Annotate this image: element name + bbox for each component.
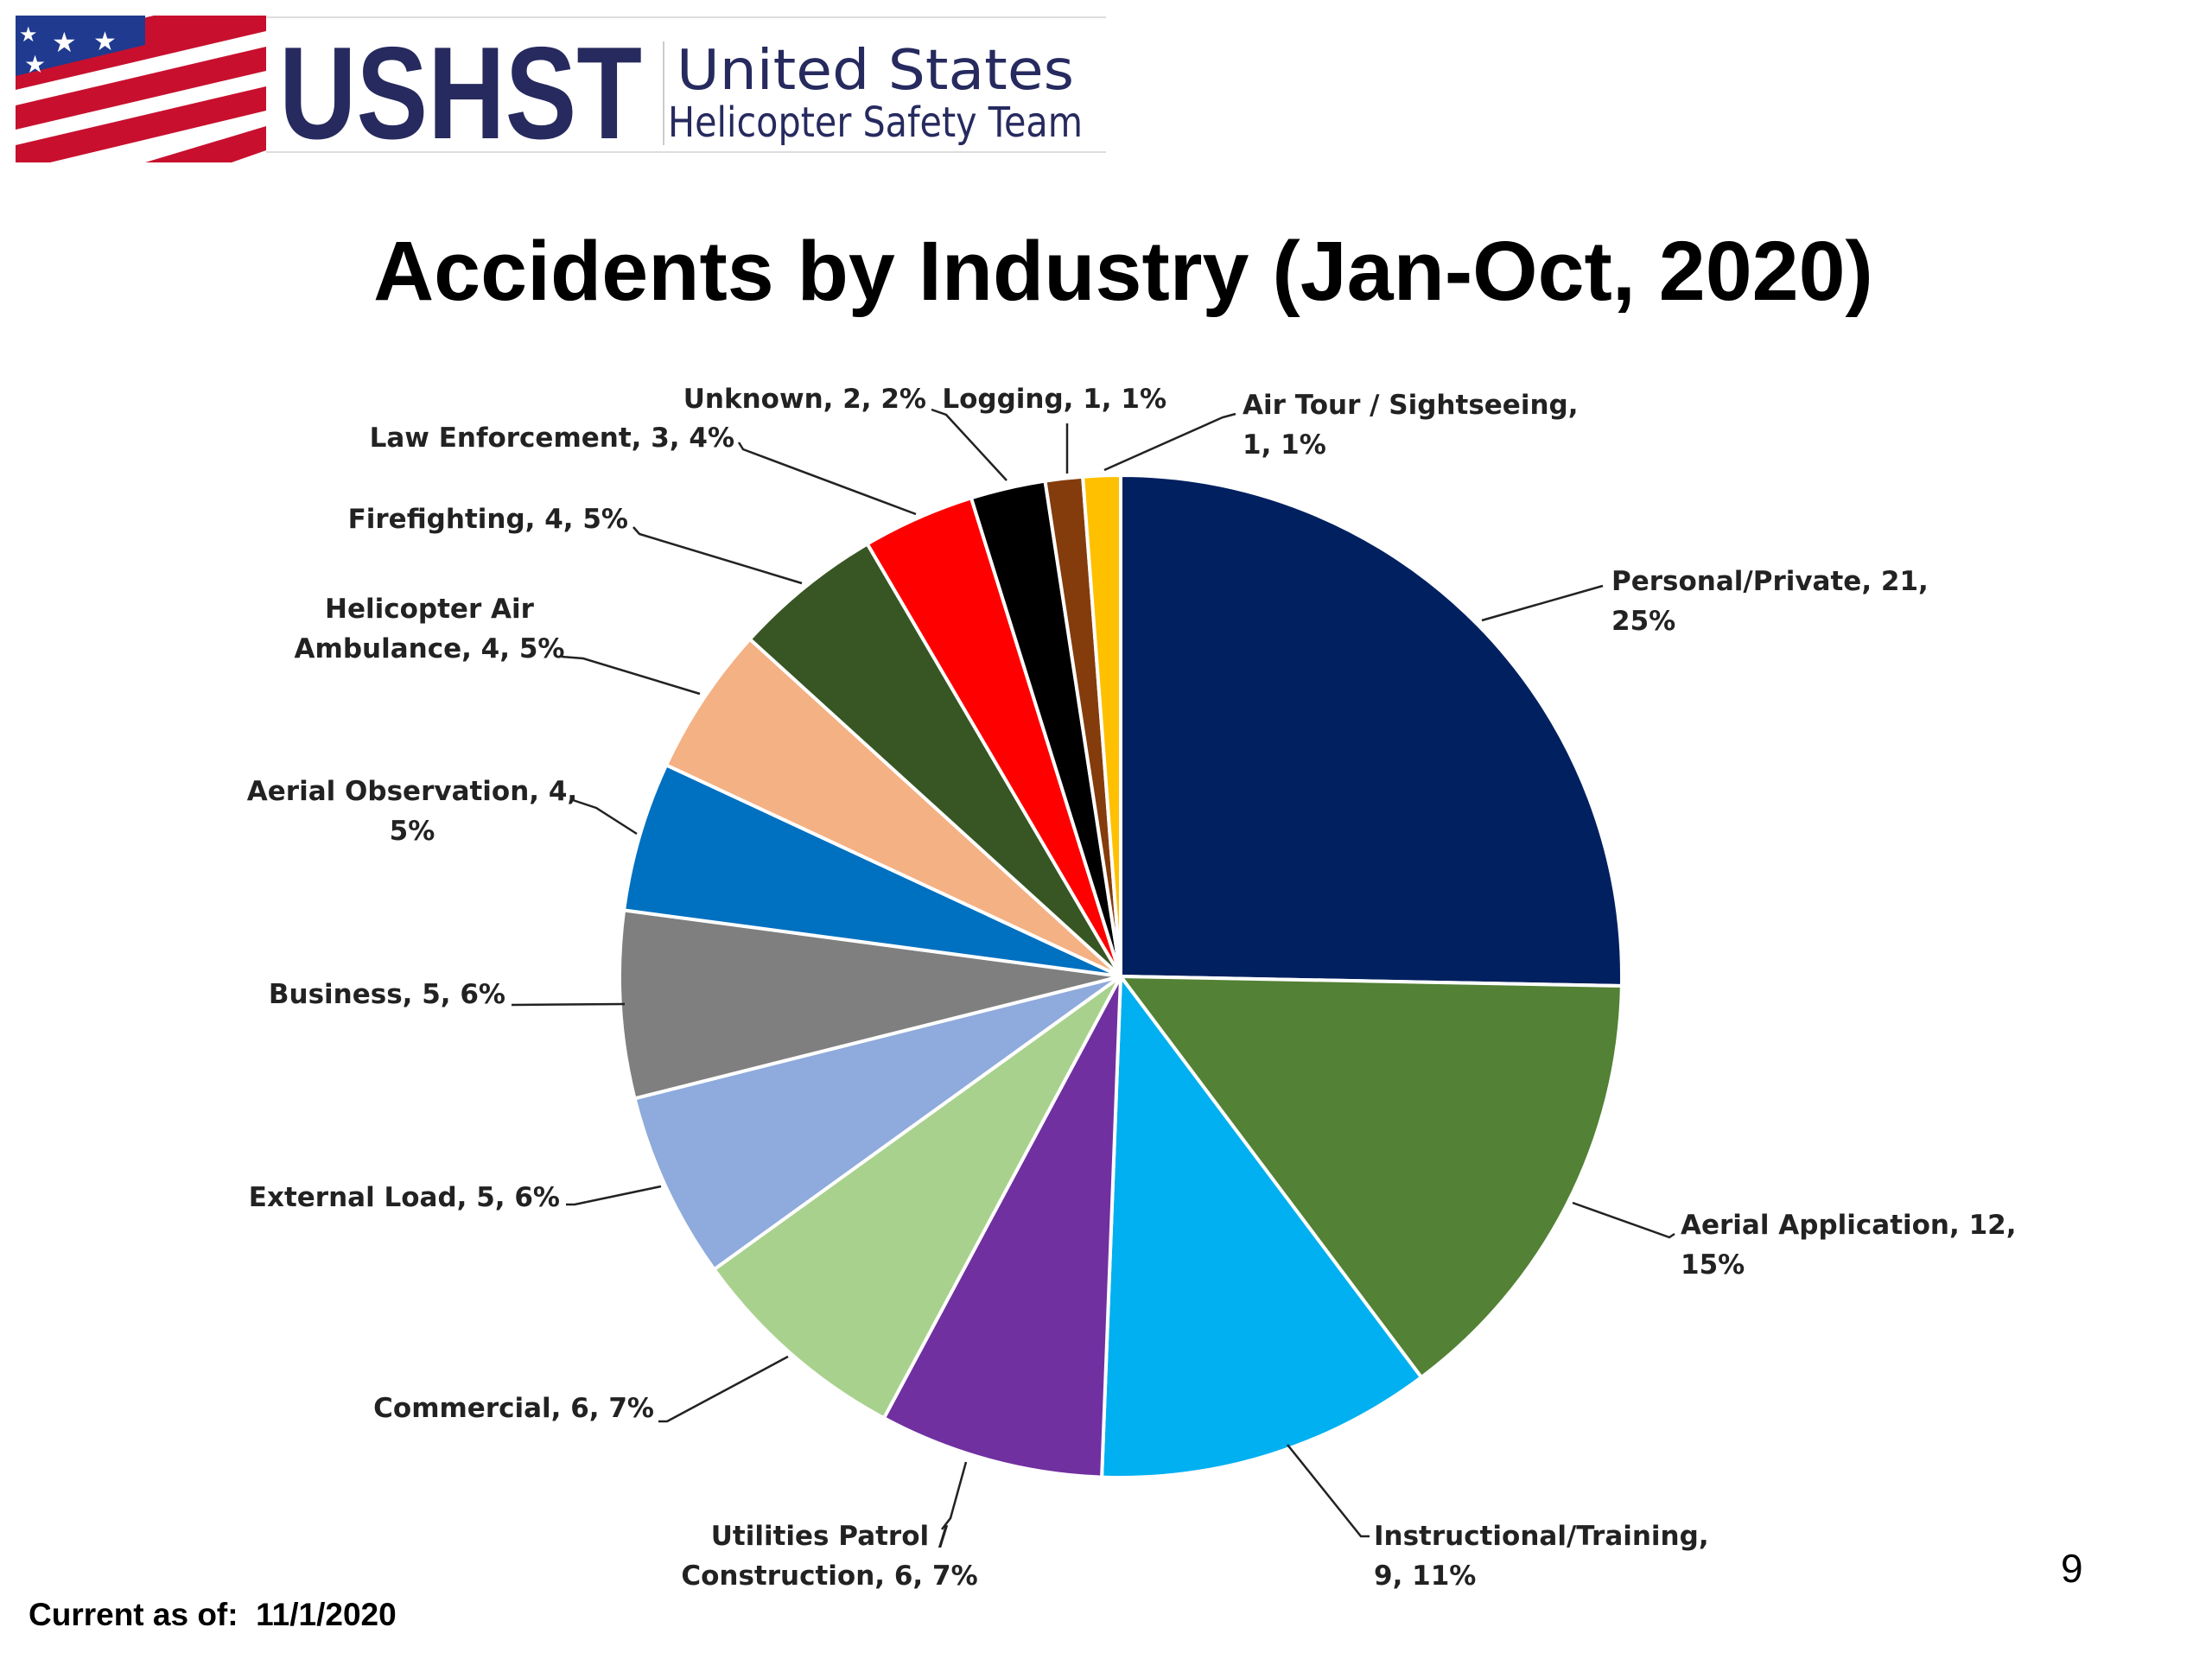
pie-slice-external-load bbox=[632, 975, 1122, 1272]
leader-line bbox=[561, 655, 701, 696]
leader-line bbox=[941, 1461, 968, 1530]
pie-slice-personal-private bbox=[1119, 473, 1624, 988]
pie-slice-air-tour-sightseeing bbox=[1080, 473, 1122, 977]
svg-text:★: ★ bbox=[52, 26, 77, 59]
logo-name-line1: United States bbox=[677, 39, 1074, 103]
pie-slice-utilities-patrol-construction bbox=[881, 976, 1122, 1479]
svg-text:★: ★ bbox=[93, 27, 117, 57]
svg-text:★: ★ bbox=[24, 50, 46, 79]
leader-line bbox=[511, 1002, 626, 1007]
leader-line bbox=[1572, 1201, 1675, 1239]
leader-line bbox=[569, 798, 638, 836]
slice-label: Law Enforcement, 3, 4% bbox=[370, 423, 734, 454]
flag-icon: ★ ★ ★ ★ bbox=[16, 16, 266, 162]
slice-labels: Personal/Private, 21, 25% Aerial Applicati… bbox=[247, 384, 2017, 1592]
svg-text:★: ★ bbox=[19, 22, 38, 47]
page-number: 9 bbox=[2061, 1546, 2083, 1591]
leader-line bbox=[632, 526, 803, 585]
slice-label: Personal/Private, 21, 25% bbox=[1611, 566, 1929, 637]
slice-label: Unknown, 2, 2% bbox=[683, 384, 926, 415]
pie-slice-aerial-application bbox=[1116, 974, 1624, 1380]
slice-label: Air Tour / Sightseeing, 1, 1% bbox=[1243, 390, 1578, 461]
current-as-of: Current as of: 11/1/2020 bbox=[29, 1597, 397, 1633]
slice-label: Firefighting, 4, 5% bbox=[348, 504, 628, 535]
label-leader-lines bbox=[511, 408, 1675, 1538]
leader-line bbox=[737, 442, 917, 516]
pie-slice-helicopter-air-ambulance bbox=[664, 636, 1122, 978]
current-as-of-date: 11/1/2020 bbox=[256, 1597, 397, 1632]
pie-slices bbox=[618, 473, 1624, 1480]
slice-label: Logging, 1, 1% bbox=[942, 384, 1166, 415]
leader-line bbox=[1287, 1444, 1370, 1538]
chart-title: Accidents by Industry (Jan-Oct, 2020) bbox=[373, 224, 1873, 318]
slice-label: Utilities Patrol / Construction, 6, 7% bbox=[681, 1521, 977, 1592]
pie-slice-aerial-observation bbox=[621, 762, 1122, 978]
pie-slice-commercial bbox=[711, 975, 1122, 1421]
leader-line bbox=[658, 1355, 789, 1423]
pie-slice-instructional-training bbox=[1100, 971, 1424, 1480]
slice-label: External Load, 5, 6% bbox=[249, 1182, 560, 1213]
current-as-of-label: Current as of: bbox=[29, 1597, 238, 1632]
leader-line bbox=[931, 408, 1007, 481]
logo-abbreviation: USHST bbox=[279, 20, 642, 162]
pie-slice-firefighting bbox=[747, 541, 1122, 978]
slice-label: Commercial, 6, 7% bbox=[373, 1393, 654, 1424]
leader-line bbox=[1481, 584, 1604, 622]
slice-label: Aerial Observation, 4, 5% bbox=[247, 776, 577, 847]
slice-label: Aerial Application, 12, 15% bbox=[1681, 1210, 2016, 1281]
slice-label: Business, 5, 6% bbox=[269, 979, 505, 1010]
logo-name-line2: Helicopter Safety Team bbox=[668, 99, 1083, 147]
slice-label: Helicopter Air Ambulance, 4, 5% bbox=[295, 594, 565, 664]
slice-label: Instructional/Training, 9, 11% bbox=[1374, 1521, 1709, 1592]
leader-line bbox=[566, 1185, 662, 1206]
leader-line bbox=[1103, 412, 1236, 472]
ushst-logo: ★ ★ ★ ★ USHST United States Helicopter S… bbox=[16, 16, 1106, 162]
